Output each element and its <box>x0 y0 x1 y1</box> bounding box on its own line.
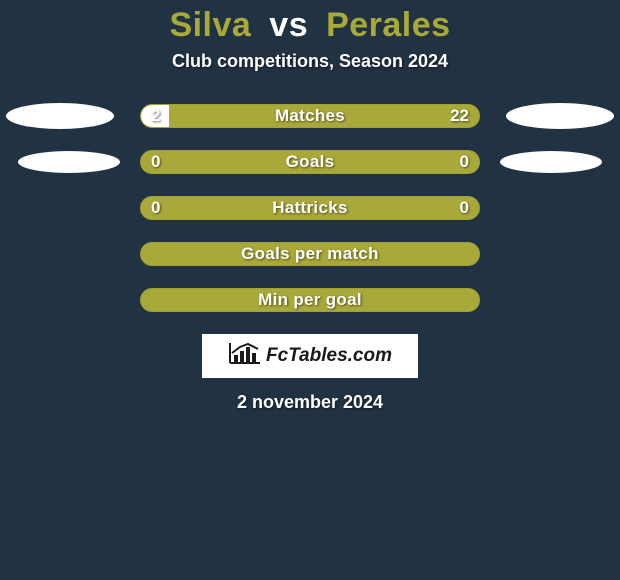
player2-name: Perales <box>326 6 451 44</box>
stat-row: Goals per match <box>0 242 620 266</box>
logo-chart-icon <box>228 341 262 371</box>
player2-marker-icon <box>506 103 614 129</box>
stat-value-left: 0 <box>141 151 170 173</box>
stat-row: Min per goal <box>0 288 620 312</box>
stat-value-right: 0 <box>450 197 479 219</box>
logo-text: FcTables.com <box>266 345 392 367</box>
stat-label: Hattricks <box>141 197 479 219</box>
subtitle: Club competitions, Season 2024 <box>0 51 620 72</box>
logo-box: FcTables.com <box>202 334 418 378</box>
vs-label: vs <box>269 6 308 44</box>
stat-row: Hattricks0 0 <box>0 196 620 220</box>
stats-rows: Matches222Goals00Hattricks00Goals per ma… <box>0 104 620 312</box>
player2-marker-icon <box>500 151 602 173</box>
stat-row: Goals0 0 <box>0 150 620 174</box>
page-title: Silva vs Perales <box>0 0 620 45</box>
player1-marker-icon <box>6 103 114 129</box>
date-label: 2 november 2024 <box>0 392 620 413</box>
stat-value-right: 0 <box>450 151 479 173</box>
stat-value-left: 2 <box>141 105 170 127</box>
stat-row: Matches222 <box>0 104 620 128</box>
stat-bar: Matches222 <box>140 104 480 128</box>
player1-marker-icon <box>18 151 120 173</box>
stat-bar: Hattricks0 0 <box>140 196 480 220</box>
stat-bar: Min per goal <box>140 288 480 312</box>
stat-label: Matches <box>141 105 479 127</box>
comparison-infographic: Silva vs Perales Club competitions, Seas… <box>0 0 620 580</box>
player1-name: Silva <box>169 6 251 44</box>
stat-label: Goals <box>141 151 479 173</box>
stat-bar: Goals0 0 <box>140 150 480 174</box>
stat-label: Min per goal <box>141 289 479 311</box>
stat-value-right: 22 <box>440 105 479 127</box>
stat-label: Goals per match <box>141 243 479 265</box>
stat-bar: Goals per match <box>140 242 480 266</box>
stat-value-left: 0 <box>141 197 170 219</box>
